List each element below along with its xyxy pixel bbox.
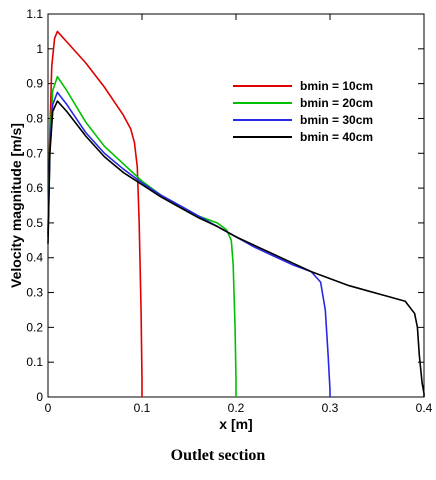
y-axis-label: Velocity magnitude [m/s]: [8, 123, 24, 288]
figure-caption: Outlet section: [170, 447, 266, 464]
x-tick-label: 0.4: [416, 401, 433, 415]
legend-label: bmin = 20cm: [300, 96, 373, 110]
tick-labels: 0 0.1 0.2 0.3 0.4 0 0.1 0.2 0.3 0.4 0.5 0.6 0.7 0.8 0.…: [26, 7, 432, 415]
y-tick-label: 0.3: [26, 286, 43, 300]
y-tick-label: 0.8: [26, 111, 43, 125]
x-tick-label: 0.2: [228, 401, 245, 415]
y-tick-label: 0.6: [26, 181, 43, 195]
y-tick-label: 0.9: [26, 77, 43, 91]
series-line-4: [47, 100, 425, 397]
legend: bmin = 10cm bmin = 20cm bmin = 30cm bmin = …: [233, 79, 373, 144]
y-tick-label: 0: [36, 390, 43, 404]
y-tick-label: 1: [36, 42, 43, 56]
x-tick-label: 0.3: [322, 401, 339, 415]
y-tick-label: 0.1: [26, 355, 43, 369]
y-tick-label: 0.5: [26, 216, 43, 230]
y-tick-label: 0.4: [26, 251, 43, 265]
series-line-1: [47, 30, 143, 397]
legend-label: bmin = 10cm: [300, 79, 373, 93]
legend-label: bmin = 40cm: [300, 130, 373, 144]
x-tick-label: 0: [45, 401, 52, 415]
x-tick-label: 0.1: [134, 401, 151, 415]
y-tick-label: 0.7: [26, 146, 43, 160]
series-group: [47, 30, 425, 397]
x-axis-label: x [m]: [219, 416, 252, 432]
y-tick-label: 0.2: [26, 320, 43, 334]
series-line-3: [47, 91, 331, 397]
y-tick-label: 1.1: [26, 7, 43, 21]
legend-label: bmin = 30cm: [300, 113, 373, 127]
